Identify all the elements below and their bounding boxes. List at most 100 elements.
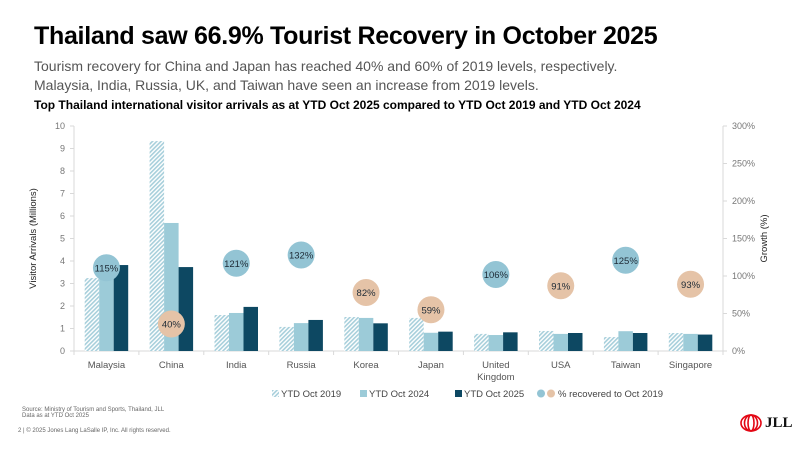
y-tick-label: 7 (60, 189, 65, 199)
source-text: Source: Ministry of Tourism and Sports, … (22, 407, 165, 413)
bar-ytd-2025 (373, 323, 388, 351)
bar-ytd-2019 (214, 315, 229, 351)
recovery-bubble (482, 261, 510, 288)
bar-ytd-2024 (293, 323, 309, 351)
y2-tick-label: 150% (732, 234, 755, 244)
footer-separator: | (23, 428, 27, 434)
bar-ytd-2024 (683, 333, 698, 351)
legend-ytd-2025-swatch (455, 390, 462, 397)
bar-ytd-2019 (603, 337, 619, 351)
recovery-bubble (677, 270, 705, 298)
bar-ytd-2025 (438, 331, 453, 351)
recovery-bubble (222, 249, 250, 277)
y-axis-title: Visitor Arrivals (Millions) (28, 188, 39, 289)
bar-ytd-2025 (503, 332, 518, 351)
copyright: © 2025 Jones Lang LaSalle IP, Inc. All r… (26, 428, 171, 434)
bar-ytd-2025 (697, 334, 713, 351)
recovery-label: 115% (95, 263, 119, 274)
page-number: 2 (18, 428, 22, 434)
recovery-bubble (352, 279, 380, 306)
data-note: Data as at YTD Oct 2025 (22, 413, 89, 419)
bar-ytd-2024 (358, 317, 374, 351)
x-tick-label: Singapore (669, 360, 712, 371)
y-tick-label: 9 (60, 144, 65, 154)
legend-ytd-2024-swatch (360, 390, 367, 397)
recovery-bubble (92, 254, 120, 282)
y2-tick-label: 0% (732, 346, 745, 356)
recovery-label: 59% (421, 305, 441, 316)
recovery-label: 82% (357, 288, 377, 299)
y2-tick-label: 300% (732, 121, 755, 131)
bar-ytd-2025 (243, 306, 258, 351)
y2-axis-title: Growth (%) (759, 214, 770, 262)
bar-ytd-2019 (344, 317, 359, 351)
x-tick-label: Korea (353, 360, 379, 371)
subtitle-line-1: Tourism recovery for China and Japan has… (34, 58, 618, 74)
y-tick-label: 8 (60, 166, 65, 176)
recovery-bubble (417, 296, 445, 324)
jll-logo-text: JLL (765, 414, 793, 431)
subtitle-line-2: Malaysia, India, Russia, UK, and Taiwan … (34, 77, 539, 93)
recovery-label: 125% (613, 256, 638, 267)
legend-ytd-2024-label: YTD Oct 2024 (369, 389, 429, 400)
bar-ytd-2019 (474, 333, 489, 351)
bar-ytd-2019 (149, 141, 165, 351)
y2-tick-label: 200% (732, 196, 755, 206)
y-tick-label: 10 (55, 121, 65, 131)
source-note: Source: Ministry of Tourism and Sports, … (22, 407, 164, 419)
bar-ytd-2024 (488, 335, 504, 351)
legend-recovery-up-swatch (537, 389, 545, 398)
recovery-label: 132% (289, 251, 314, 262)
chart-title: Top Thailand international visitor arriv… (34, 98, 641, 112)
bar-ytd-2019 (539, 330, 554, 351)
bar-ytd-2025 (308, 319, 323, 351)
x-tick-label: India (226, 360, 247, 371)
recovery-label: 93% (681, 280, 701, 291)
y2-tick-label: 50% (732, 309, 750, 319)
x-tick-label: USA (551, 360, 571, 371)
y2-tick-label: 250% (732, 159, 755, 169)
bar-ytd-2025 (568, 333, 583, 351)
subtitle: Tourism recovery for China and Japan has… (34, 57, 617, 95)
page-title: Thailand saw 66.9% Tourist Recovery in O… (34, 22, 658, 50)
bar-ytd-2024 (229, 312, 244, 351)
legend-ytd-2025-label: YTD Oct 2025 (464, 389, 524, 400)
recovery-bubble (612, 246, 640, 274)
legend-recovery-down-swatch (547, 389, 555, 398)
y-tick-label: 0 (60, 346, 65, 356)
jll-logo: JLL (740, 414, 793, 432)
y-tick-label: 6 (60, 211, 65, 221)
recovery-label: 106% (484, 270, 509, 281)
y-tick-label: 1 (60, 324, 65, 334)
bar-ytd-2024 (99, 270, 114, 351)
recovery-label: 40% (162, 320, 182, 331)
x-tick-label: Taiwan (611, 360, 641, 371)
recovery-bubble (157, 310, 185, 338)
recovery-label: 121% (224, 259, 249, 270)
x-tick-label: United (482, 360, 509, 371)
y-tick-label: 2 (60, 301, 65, 311)
recovery-label: 91% (551, 281, 571, 292)
bar-ytd-2019 (668, 333, 684, 351)
y-tick-label: 4 (60, 256, 65, 266)
legend-recovery-label: % recovered to Oct 2019 (558, 389, 663, 400)
bar-ytd-2019 (84, 278, 100, 351)
bar-ytd-2024 (553, 333, 568, 351)
x-tick-label: Russia (287, 360, 317, 371)
bar-ytd-2025 (113, 265, 129, 351)
bar-ytd-2024 (618, 331, 633, 351)
jll-logo-icon (740, 414, 762, 432)
bar-ytd-2019 (279, 326, 294, 351)
y-tick-label: 5 (60, 234, 65, 244)
bar-ytd-2025 (632, 333, 648, 351)
x-tick-label: Kingdom (477, 372, 515, 383)
recovery-bubble (547, 272, 575, 300)
bar-ytd-2019 (409, 317, 424, 351)
page-footer: 2 | © 2025 Jones Lang LaSalle IP, Inc. A… (18, 428, 171, 434)
legend-ytd-2019-label: YTD Oct 2019 (281, 389, 341, 400)
bar-ytd-2024 (423, 332, 439, 351)
x-tick-label: Malaysia (88, 360, 126, 371)
y-tick-label: 3 (60, 279, 65, 289)
recovery-bubble (287, 241, 315, 269)
